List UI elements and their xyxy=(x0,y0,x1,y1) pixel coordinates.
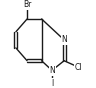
Text: N: N xyxy=(61,35,67,44)
Text: Br: Br xyxy=(23,0,31,9)
Text: N: N xyxy=(49,66,55,75)
Text: Cl: Cl xyxy=(75,63,82,72)
Text: I: I xyxy=(51,79,53,88)
